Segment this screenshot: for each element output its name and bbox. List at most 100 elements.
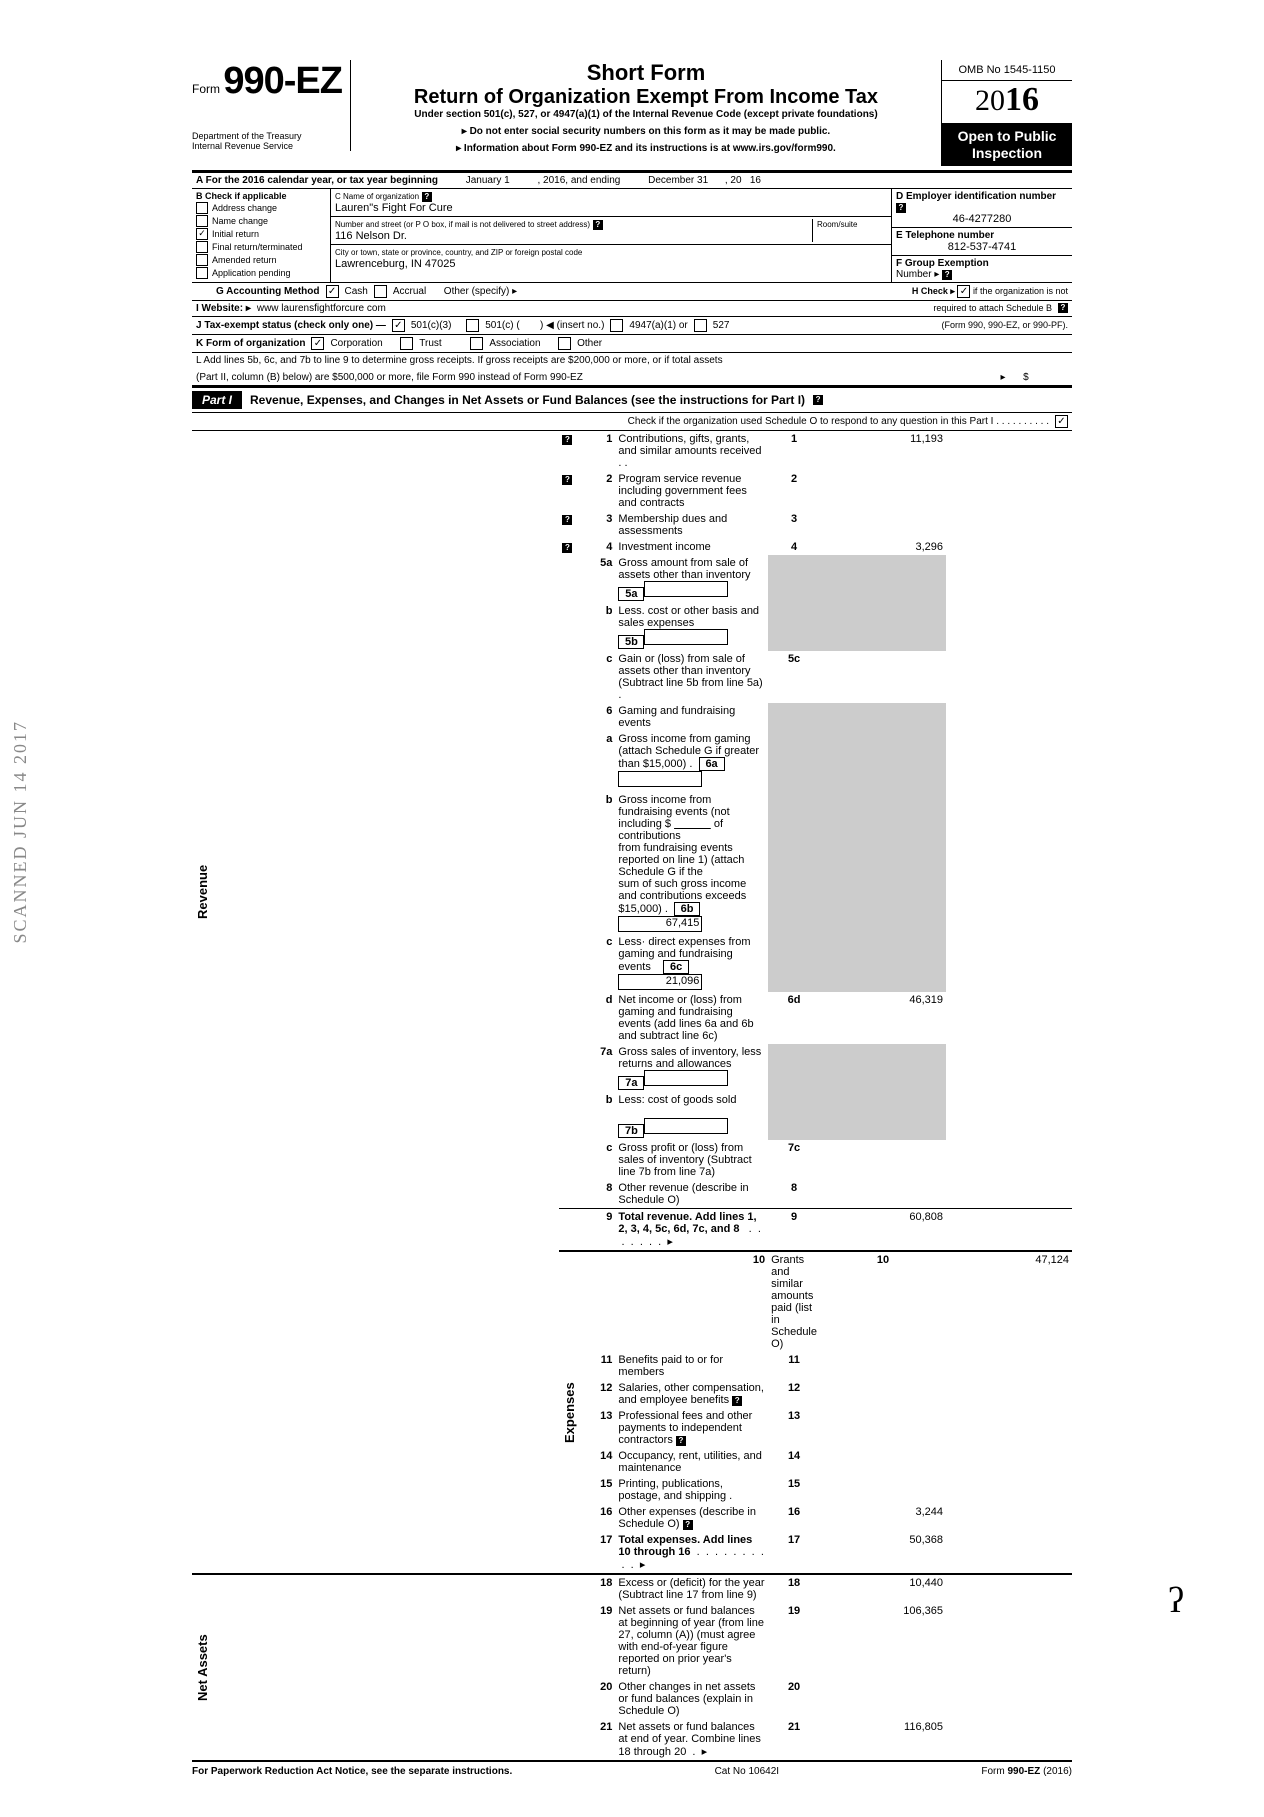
side-netassets: Net Assets: [192, 1574, 559, 1761]
line-14-num: 14: [768, 1448, 820, 1476]
ein-value: 46-4277280: [896, 213, 1068, 225]
part-1-header: Part I Revenue, Expenses, and Changes in…: [192, 386, 1072, 413]
cb-501c3[interactable]: ✓: [392, 319, 405, 332]
cb-name-change-label: Name change: [212, 216, 268, 226]
line-19-amt: 106,365: [820, 1603, 946, 1679]
phone-value: 812-537-4741: [896, 241, 1068, 253]
line-6b-label3: from fundraising events reported on line…: [618, 842, 744, 878]
omb-number: OMB No 1545-1150: [942, 60, 1072, 81]
line-7c-amt: [820, 1140, 946, 1180]
line-6-label: Gaming and fundraising events: [615, 703, 768, 731]
line-5b-label: Less. cost or other basis and sales expe…: [618, 605, 759, 629]
footer-left: For Paperwork Reduction Act Notice, see …: [192, 1766, 512, 1777]
help-icon: ?: [942, 270, 952, 280]
other-specify: Other (specify) ▸: [444, 286, 517, 297]
cb-initial-return[interactable]: ✓: [196, 228, 208, 240]
cb-application-pending[interactable]: [196, 267, 208, 279]
row-j: J Tax-exempt status (check only one) — ✓…: [192, 317, 1072, 335]
cb-address-change[interactable]: [196, 202, 208, 214]
line-3-num: 3: [768, 511, 820, 539]
tax-year: 2016: [942, 81, 1072, 124]
right-header: OMB No 1545-1150 2016 Open to Public Ins…: [941, 60, 1072, 166]
open-line2: Inspection: [972, 145, 1042, 161]
website-value: www laurensfightforcure com: [257, 303, 386, 314]
cb-schedule-o[interactable]: ✓: [1055, 415, 1068, 428]
row-a-tax-year: A For the 2016 calendar year, or tax yea…: [192, 172, 1072, 189]
line-6a-label: Gross income from gaming (attach Schedul…: [618, 733, 759, 770]
h-text4: (Form 990, 990-EZ, or 990-PF).: [941, 320, 1068, 330]
g-label: G Accounting Method: [216, 286, 320, 297]
line-9-label: Total revenue. Add lines 1, 2, 3, 4, 5c,…: [618, 1211, 756, 1235]
tax-year-end: December 31: [648, 175, 708, 186]
l-arrow: ▸: [1001, 372, 1006, 383]
yr-val: 16: [750, 175, 761, 186]
line-18-label: Excess or (deficit) for the year (Subtra…: [615, 1574, 768, 1603]
opt-501c3: 501(c)(3): [411, 320, 452, 331]
h-text2: if the organization is not: [973, 286, 1068, 296]
line-6a-num: 6a: [699, 757, 725, 771]
cb-other-org[interactable]: [558, 337, 571, 350]
row-i: I Website: ▸ www laurensfightforcure com…: [192, 301, 1072, 317]
cb-accrual[interactable]: [374, 285, 387, 298]
cb-trust[interactable]: [400, 337, 413, 350]
footer-right: 990-EZ: [1008, 1766, 1041, 1777]
cb-association[interactable]: [470, 337, 483, 350]
line-10-amt: 47,124: [946, 1251, 1072, 1352]
line-7c-num: 7c: [768, 1140, 820, 1180]
line-6d-num: 6d: [768, 992, 820, 1044]
line-15-amt: [820, 1476, 946, 1504]
help-icon: ?: [593, 220, 603, 230]
part-tag: Part I: [192, 391, 242, 409]
line-4-label: Investment income: [615, 539, 768, 555]
h-check-prefix: H Check ▸: [912, 286, 955, 296]
l-text1: L Add lines 5b, 6c, and 7b to line 9 to …: [196, 355, 1068, 366]
org-city: Lawrenceburg, IN 47025: [335, 258, 455, 270]
help-icon: ?: [562, 543, 572, 553]
row-l: L Add lines 5b, 6c, and 7b to line 9 to …: [192, 353, 1072, 386]
line-17-num: 17: [768, 1532, 820, 1574]
line-19-num: 19: [768, 1603, 820, 1679]
line-8-num: 8: [768, 1180, 820, 1209]
line-1-num: 1: [768, 431, 820, 471]
form-number-box: Form 990-EZ Department of the Treasury I…: [192, 60, 351, 151]
line-10-num: 10: [820, 1251, 946, 1352]
line-21-amt: 116,805: [820, 1719, 946, 1761]
line-17-amt: 50,368: [820, 1532, 946, 1574]
cb-amended-return[interactable]: [196, 254, 208, 266]
j-label: J Tax-exempt status (check only one) —: [196, 320, 386, 331]
line-11-num: 11: [768, 1352, 820, 1380]
line-9-num: 9: [768, 1208, 820, 1251]
cb-cash[interactable]: ✓: [326, 285, 339, 298]
line-9-amt: 60,808: [820, 1208, 946, 1251]
cb-501c[interactable]: [466, 319, 479, 332]
cb-527[interactable]: [694, 319, 707, 332]
tax-year-begin: January 1: [466, 175, 510, 186]
opt-4947: 4947(a)(1) or: [629, 320, 687, 331]
org-address: 116 Nelson Dr.: [335, 230, 407, 242]
part-title: Revenue, Expenses, and Changes in Net As…: [250, 393, 805, 407]
ssn-warning: ▸ Do not enter social security numbers o…: [361, 126, 931, 137]
opt-501c-insert: ) ◀ (insert no.): [540, 320, 604, 331]
line-5c-num: 5c: [768, 651, 820, 703]
cb-application-pending-label: Application pending: [212, 268, 291, 278]
line-7c-label: Gross profit or (loss) from sales of inv…: [615, 1140, 768, 1180]
row-g-h: G Accounting Method ✓Cash Accrual Other …: [192, 283, 1072, 301]
help-icon: ?: [1058, 303, 1068, 313]
line-5c-label: Gain or (loss) from sale of assets other…: [615, 651, 768, 703]
line-7b-num: 7b: [618, 1124, 644, 1138]
d-label: D Employer identification number: [896, 191, 1056, 202]
cb-schedule-b[interactable]: ✓: [957, 285, 970, 298]
cb-final-return[interactable]: [196, 241, 208, 253]
cb-corporation[interactable]: ✓: [311, 337, 324, 350]
line-5a-num: 5a: [618, 587, 644, 601]
line-17-label: Total expenses. Add lines 10 through 16: [618, 1534, 752, 1558]
accrual-label: Accrual: [393, 286, 426, 297]
line-4-amt: 3,296: [820, 539, 946, 555]
line-2-label: Program service revenue including govern…: [615, 471, 768, 511]
line-14-amt: [820, 1448, 946, 1476]
line-5b-num: 5b: [618, 635, 644, 649]
row-k: K Form of organization ✓Corporation Trus…: [192, 335, 1072, 353]
cb-name-change[interactable]: [196, 215, 208, 227]
cb-4947[interactable]: [610, 319, 623, 332]
open-to-public: Open to Public Inspection: [942, 124, 1072, 166]
